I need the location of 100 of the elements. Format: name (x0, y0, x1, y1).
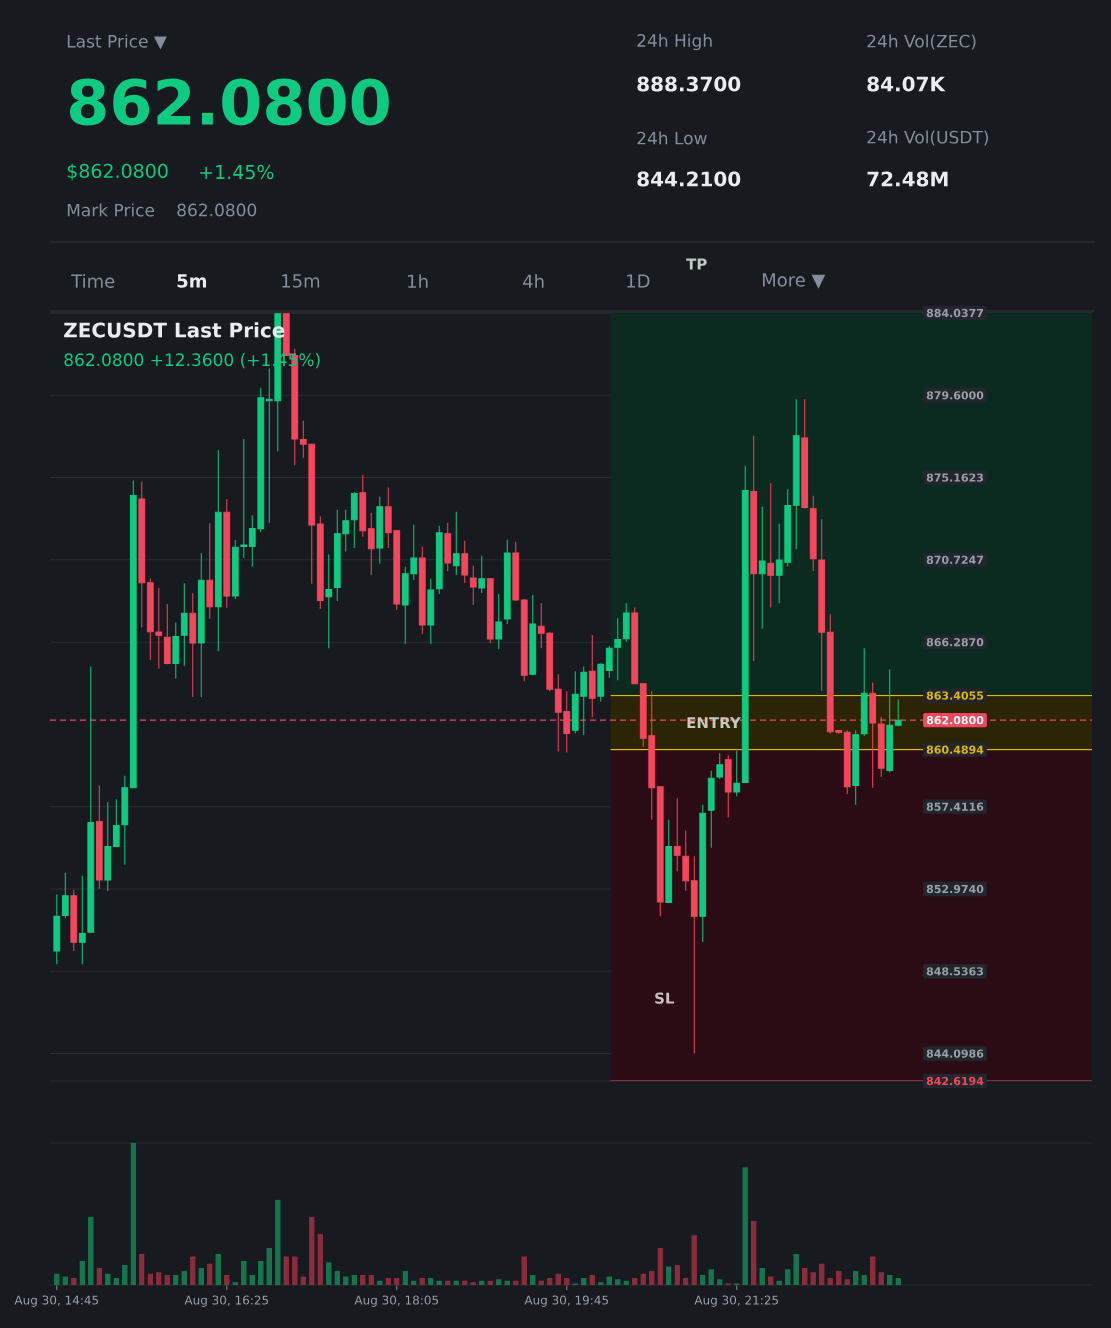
bar (759, 1267, 765, 1285)
text: 5m (177, 274, 207, 288)
candlestick (699, 804, 707, 943)
candlestick (665, 819, 673, 904)
text: 862.0800 (177, 203, 257, 217)
bar (870, 1256, 876, 1285)
candlestick (486, 577, 494, 644)
candlestick (750, 435, 758, 662)
candlestick (656, 786, 664, 917)
bar (105, 1273, 111, 1285)
ref-line-label: 863.4055 (926, 691, 984, 700)
x-tick-label: Aug 30, 14:45 (14, 1295, 99, 1307)
bar (632, 1277, 638, 1285)
candlestick (452, 511, 460, 576)
bar (88, 1216, 94, 1285)
y-tick-label: 852.9740 (926, 884, 984, 894)
candlestick (206, 522, 214, 620)
bar (844, 1279, 850, 1285)
text: 888.3700 (637, 76, 741, 92)
ref-line-label: 842.6194 (926, 1076, 984, 1086)
candlestick (367, 512, 375, 576)
x-tick-label: Aug 30, 18:05 (354, 1295, 439, 1307)
text: 84.07K (867, 76, 946, 92)
text: 24h Vol(USDT) (867, 130, 988, 146)
x-tick-label: Aug 30, 19:45 (524, 1295, 609, 1307)
candlestick (469, 565, 477, 606)
candlestick (758, 506, 766, 630)
text: 15m (282, 274, 320, 288)
candlestick (163, 603, 171, 665)
bar (836, 1270, 842, 1285)
bar (198, 1267, 205, 1285)
bar (317, 1233, 323, 1285)
bar (819, 1263, 825, 1285)
text: 1h (408, 274, 428, 288)
candlestick (435, 525, 443, 595)
bar (581, 1277, 587, 1285)
bar (521, 1256, 527, 1285)
candlestick (121, 775, 129, 866)
bar (173, 1275, 179, 1285)
bar (283, 1256, 289, 1285)
candlestick (529, 594, 537, 676)
bar (360, 1275, 366, 1285)
bar (300, 1276, 306, 1285)
text: More ▼ (762, 273, 826, 289)
candlestick (512, 541, 520, 602)
bar (258, 1260, 264, 1285)
text: 72.48M (867, 171, 948, 187)
bar (708, 1269, 714, 1285)
bar (785, 1269, 791, 1285)
candlestick (180, 582, 188, 667)
text: Time (71, 274, 115, 288)
candlestick (87, 666, 95, 933)
bar (564, 1277, 570, 1285)
y-tick-label: 857.4116 (926, 802, 984, 811)
candlestick (172, 621, 180, 680)
bar (385, 1277, 391, 1285)
bar (657, 1248, 663, 1285)
bar (164, 1275, 171, 1285)
y-tick-label: 866.2870 (926, 637, 984, 647)
y-tick-label: 844.0986 (926, 1049, 984, 1058)
bar (402, 1270, 408, 1285)
candlestick (741, 465, 749, 783)
candlestick (605, 645, 613, 679)
bar (343, 1276, 349, 1285)
candlestick (478, 555, 486, 594)
bar (496, 1279, 502, 1285)
bar (96, 1267, 103, 1285)
candlestick (427, 578, 435, 645)
y-tick-label: 870.7247 (926, 555, 984, 565)
bar (598, 1282, 604, 1285)
candlestick (418, 546, 426, 635)
bar (292, 1256, 298, 1285)
candlestick (724, 754, 732, 818)
bar (62, 1276, 69, 1285)
candlestick (223, 498, 231, 609)
candlestick (792, 398, 800, 550)
bar (895, 1277, 901, 1285)
candlestick (197, 552, 205, 698)
candlestick (767, 482, 775, 608)
bar (224, 1275, 230, 1285)
candlestick (682, 829, 690, 892)
candlestick (104, 801, 112, 892)
text: 844.2100 (637, 171, 741, 187)
y-tick-label: 875.1623 (926, 473, 984, 482)
bar (351, 1275, 357, 1285)
band-label: ENTRY (687, 717, 741, 729)
text: 862.0800 (69, 78, 389, 126)
x-tick-label: Aug 30, 21:25 (694, 1295, 779, 1307)
candlestick (588, 634, 596, 718)
candlestick (112, 798, 120, 848)
bar (122, 1265, 128, 1285)
bar (674, 1265, 680, 1285)
bar (700, 1275, 706, 1285)
bar (156, 1272, 162, 1285)
x-tick-label: Aug 30, 16:25 (184, 1295, 269, 1307)
candlestick (70, 889, 78, 952)
text: $862.0800 (67, 163, 168, 181)
ref-line-label: 862.0800 (926, 715, 984, 725)
candlestick (376, 496, 384, 565)
bar (853, 1270, 859, 1285)
